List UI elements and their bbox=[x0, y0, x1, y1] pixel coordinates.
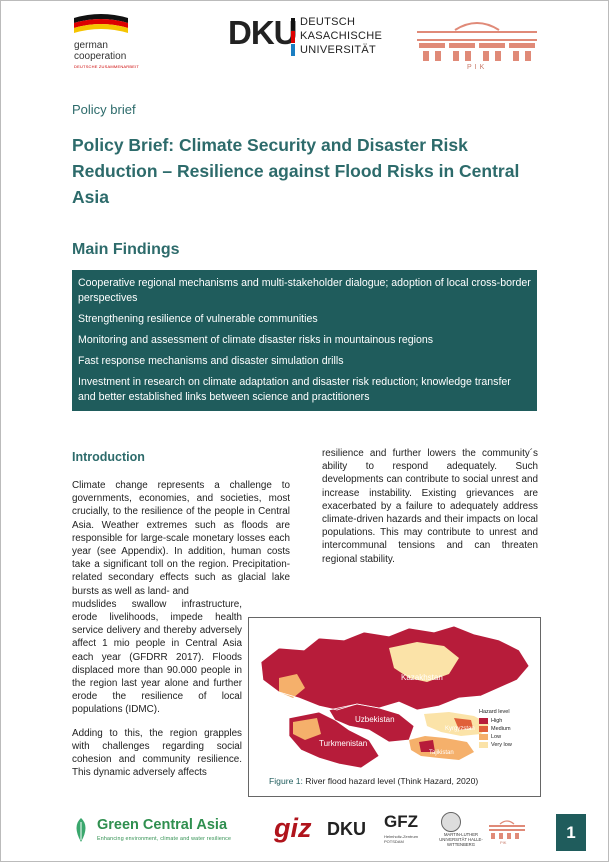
intro-right-paragraph: resilience and further lowers the commun… bbox=[322, 448, 538, 565]
mlu-seal-icon bbox=[441, 812, 461, 832]
pik-building-icon bbox=[417, 22, 537, 61]
intro-paragraph-1: Climate change represents a challenge to… bbox=[72, 480, 290, 597]
legend-item: Low bbox=[479, 733, 512, 741]
introduction-heading: Introduction bbox=[72, 450, 145, 464]
legend-label: Very low bbox=[491, 742, 512, 748]
map-label-uzbekistan: Uzbekistan bbox=[355, 715, 395, 724]
german-flag-icon bbox=[74, 14, 128, 33]
flood-hazard-map-figure: Kazakhstan Uzbekistan Turkmenistan Kyrgy… bbox=[248, 617, 541, 797]
document-type: Policy brief bbox=[72, 102, 136, 117]
legend-swatch bbox=[479, 734, 488, 740]
legend-item: Very low bbox=[479, 741, 512, 749]
figure-caption-text: River flood hazard level (Think Hazard, … bbox=[302, 776, 479, 786]
footer-pik-icon: PIK bbox=[489, 820, 525, 845]
page-title: Policy Brief: Climate Security and Disas… bbox=[72, 135, 520, 207]
legend-label: Medium bbox=[491, 726, 511, 732]
finding-item: Strengthening resilience of vulnerable c… bbox=[78, 313, 318, 325]
map-label-kazakhstan: Kazakhstan bbox=[401, 673, 443, 682]
legend-title: Hazard level bbox=[479, 709, 510, 715]
dku-logo: DKU DEUTSCH KASACHISCHE UNIVERSITÄT bbox=[228, 14, 388, 66]
map-legend: Hazard level High Medium Low Very low bbox=[479, 709, 512, 749]
german-cooperation-logo: german cooperation DEUTSCHE ZUSAMMENARBE… bbox=[68, 14, 168, 76]
footer-giz-logo: giz bbox=[274, 813, 312, 843]
intro-left-column: Climate change represents a challenge to… bbox=[72, 479, 290, 787]
footer-gca-tagline: Enhancing environment, climate and water… bbox=[97, 836, 232, 842]
leaf-icon bbox=[76, 818, 86, 842]
figure-caption: Figure 1: River flood hazard level (Thin… bbox=[269, 776, 478, 786]
gc-line2: cooperation bbox=[74, 51, 127, 62]
dku-line3: UNIVERSITÄT bbox=[300, 44, 377, 56]
legend-label: Low bbox=[491, 734, 502, 740]
dku-color-bar bbox=[291, 18, 295, 56]
finding-item: Investment in research on climate adapta… bbox=[78, 376, 511, 403]
pik-logo: PIK bbox=[415, 18, 540, 73]
legend-swatch bbox=[479, 726, 488, 732]
map-label-kyrgyzstan: Kyrgyzstan bbox=[445, 726, 475, 732]
legend-label: High bbox=[491, 718, 503, 724]
dku-abbr: DKU bbox=[228, 14, 297, 51]
dku-line1: DEUTSCH bbox=[300, 16, 356, 28]
footer-gfz-sub: Helmholtz-Zentrum POTSDAM bbox=[384, 834, 419, 844]
legend-swatch bbox=[479, 718, 488, 724]
page-number: 1 bbox=[566, 823, 576, 842]
footer-dku-logo: DKU bbox=[327, 819, 366, 839]
map-label-tajikistan: Tajikistan bbox=[429, 750, 454, 756]
finding-item: Cooperative regional mechanisms and mult… bbox=[78, 277, 531, 304]
gc-line1: german bbox=[74, 40, 108, 51]
page-number-box: 1 bbox=[556, 814, 586, 851]
footer-gca-name: Green Central Asia bbox=[97, 817, 228, 833]
legend-item: Medium bbox=[479, 725, 512, 733]
central-asia-map: Kazakhstan Uzbekistan Turkmenistan Kyrgy… bbox=[260, 625, 530, 769]
pik-label: PIK bbox=[467, 64, 488, 71]
intro-right-column: resilience and further lowers the commun… bbox=[322, 447, 538, 566]
dku-line2: KASACHISCHE bbox=[300, 30, 383, 42]
finding-item: Monitoring and assessment of climate dis… bbox=[78, 334, 434, 346]
gc-line3: DEUTSCHE ZUSAMMENARBEIT bbox=[74, 64, 140, 69]
map-label-turkmenistan: Turkmenistan bbox=[319, 739, 367, 748]
intro-paragraph-1-cont: mudslides swallow infrastructure, erode … bbox=[72, 598, 242, 716]
legend-swatch bbox=[479, 742, 488, 748]
footer-mlu-logo: MARTIN-LUTHER UNIVERSITÄT HALLE-WITTENBE… bbox=[439, 832, 483, 847]
figure-label: Figure 1: bbox=[269, 776, 303, 786]
footer-pik-label: PIK bbox=[500, 840, 507, 845]
main-findings-heading: Main Findings bbox=[72, 241, 180, 258]
intro-paragraph-2: Adding to this, the region grapples with… bbox=[72, 727, 242, 779]
main-findings-box: Cooperative regional mechanisms and mult… bbox=[72, 270, 537, 411]
finding-item: Fast response mechanisms and disaster si… bbox=[78, 355, 344, 367]
legend-item: High bbox=[479, 717, 512, 725]
footer-gfz-logo: GFZ bbox=[384, 812, 418, 831]
